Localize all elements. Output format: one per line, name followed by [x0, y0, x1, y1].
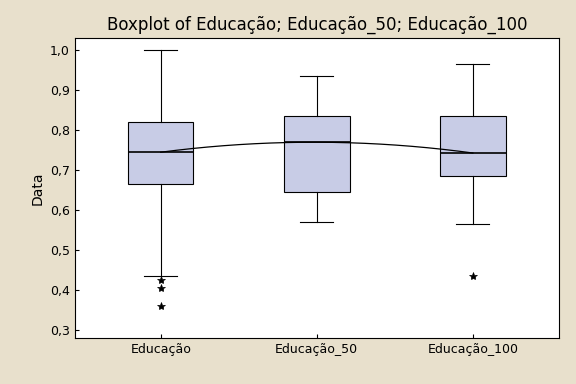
Y-axis label: Data: Data — [31, 171, 44, 205]
PathPatch shape — [284, 116, 350, 192]
PathPatch shape — [440, 116, 506, 176]
Title: Boxplot of Educação; Educação_50; Educação_100: Boxplot of Educação; Educação_50; Educaç… — [107, 16, 527, 34]
PathPatch shape — [128, 122, 194, 184]
